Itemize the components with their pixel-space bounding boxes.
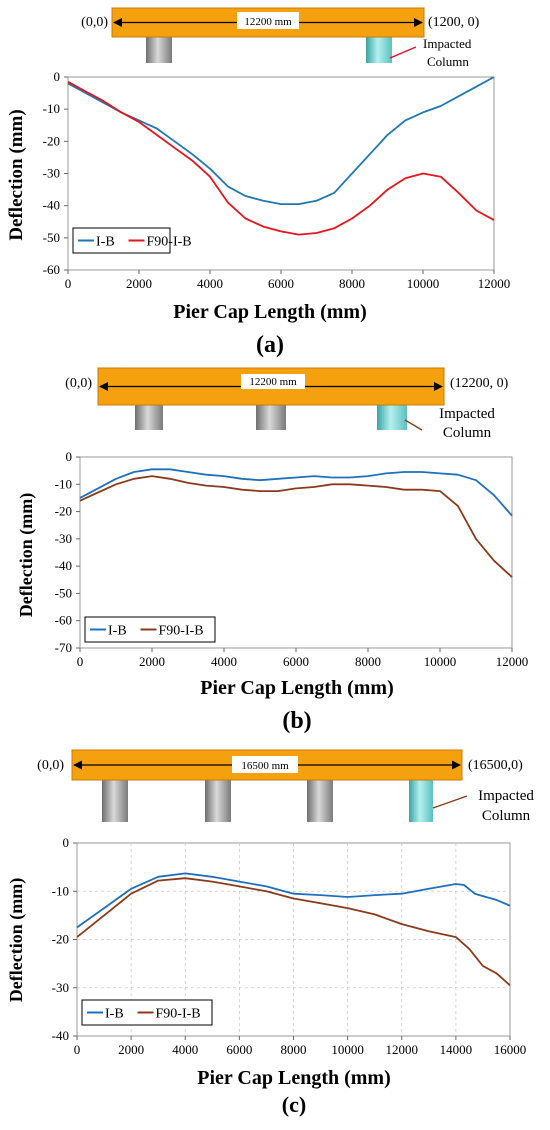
- panel-c-pier-schematic: 16500 mm (0,0) (16500,0) Impacted Column: [37, 750, 534, 824]
- x-tick-label: 16000: [494, 1042, 527, 1057]
- y-tick-label: 0: [54, 69, 61, 84]
- x-tick-label: 2000: [118, 1042, 144, 1057]
- x-tick-label: 6000: [226, 1042, 252, 1057]
- impacted-callout-line: [433, 796, 467, 808]
- y-tick-label: -40: [55, 558, 72, 573]
- impacted-label-line2: Column: [427, 54, 469, 69]
- panel-b-legend: I-B F90-I-B: [85, 617, 215, 642]
- impacted-column: [377, 405, 407, 430]
- x-tick-label: 12000: [386, 1042, 419, 1057]
- impacted-label-line2: Column: [443, 425, 492, 441]
- y-tick-label: -40: [43, 198, 60, 213]
- y-tick-label: -50: [55, 585, 72, 600]
- y-axis-title: Deflection (mm): [6, 109, 27, 240]
- impacted-column: [366, 37, 392, 63]
- x-tick-label: 14000: [440, 1042, 473, 1057]
- end-coordinate-label: (16500,0): [468, 758, 523, 773]
- x-tick-label: 8000: [281, 1042, 307, 1057]
- panel-a-pier-schematic: 12200 mm (0,0) (1200, 0) Impacted Column: [81, 8, 479, 69]
- pier-column-1: [102, 780, 128, 822]
- y-tick-label: -10: [52, 883, 69, 898]
- x-axis-title: Pier Cap Length (mm): [197, 1067, 391, 1089]
- x-tick-label: 8000: [339, 276, 365, 291]
- x-tick-label: 12000: [478, 276, 511, 291]
- impacted-callout-line: [405, 420, 422, 430]
- length-label: 16500 mm: [241, 760, 289, 772]
- length-label: 12200 mm: [249, 376, 297, 388]
- impacted-label-line1: Impacted: [439, 406, 495, 422]
- y-tick-label: -20: [43, 133, 60, 148]
- x-tick-label: 10000: [331, 1042, 364, 1057]
- panel-c-legend: I-B F90-I-B: [82, 1000, 212, 1025]
- x-tick-label: 0: [74, 1042, 81, 1057]
- impacted-callout-line: [390, 47, 416, 58]
- panel-c-group: 16500 mm (0,0) (16500,0) Impacted Column 0 200…: [6, 750, 534, 1117]
- x-tick-label: 4000: [211, 654, 237, 669]
- y-tick-label: -30: [52, 980, 69, 995]
- y-axis-title: Deflection (mm): [16, 493, 37, 617]
- x-tick-label: 6000: [283, 654, 309, 669]
- panel-a-plot: 0 2000 4000 6000 8000 10000 12000 0 -10 -20 -30 -40…: [43, 69, 511, 291]
- impacted-label-line1: Impacted: [478, 788, 534, 804]
- panel-label: (a): [256, 332, 284, 358]
- panel-label: (c): [282, 1092, 306, 1117]
- y-tick-label: -70: [55, 640, 72, 655]
- origin-coordinate-label: (0,0): [81, 15, 108, 30]
- x-tick-label: 2000: [126, 276, 152, 291]
- x-axis-title: Pier Cap Length (mm): [200, 677, 394, 699]
- x-tick-label: 8000: [355, 654, 381, 669]
- x-tick-label: 4000: [197, 276, 223, 291]
- pier-column-1: [135, 405, 163, 430]
- y-tick-label: -20: [55, 504, 72, 519]
- legend-label-f90-i-b: F90-I-B: [159, 624, 204, 639]
- pier-column-3: [307, 780, 333, 822]
- y-tick-label: -50: [43, 230, 60, 245]
- panel-b-group: 12200 mm (0,0) (12200, 0) Impacted Column 0 20…: [16, 368, 528, 734]
- x-tick-label: 0: [77, 654, 84, 669]
- y-tick-label: -30: [43, 166, 60, 181]
- panel-a-group: 12200 mm (0,0) (1200, 0) Impacted Column 0 200…: [6, 8, 510, 358]
- end-coordinate-label: (1200, 0): [428, 15, 480, 30]
- panel-b-pier-schematic: 12200 mm (0,0) (12200, 0) Impacted Column: [65, 368, 508, 441]
- x-tick-label: 6000: [268, 276, 294, 291]
- legend-label-f90-i-b: F90-I-B: [147, 235, 192, 250]
- x-tick-label: 0: [65, 276, 72, 291]
- y-tick-label: 0: [66, 449, 73, 464]
- x-tick-label: 2000: [139, 654, 165, 669]
- pier-column-2: [205, 780, 231, 822]
- y-tick-label: -30: [55, 531, 72, 546]
- origin-coordinate-label: (0,0): [37, 758, 64, 773]
- legend-label-i-b: I-B: [108, 624, 127, 639]
- origin-coordinate-label: (0,0): [65, 376, 92, 391]
- y-axis-title: Deflection (mm): [6, 878, 27, 1002]
- x-tick-label: 12000: [496, 654, 529, 669]
- y-tick-label: -10: [55, 476, 72, 491]
- pier-column-1: [146, 37, 172, 63]
- legend-label-i-b: I-B: [96, 235, 115, 250]
- y-tick-label: -20: [52, 932, 69, 947]
- x-tick-label: 10000: [424, 654, 457, 669]
- impacted-column: [409, 780, 433, 822]
- y-tick-label: -60: [55, 613, 72, 628]
- x-tick-label: 4000: [172, 1042, 198, 1057]
- impacted-label-line2: Column: [482, 808, 531, 824]
- legend-label-f90-i-b: F90-I-B: [156, 1007, 201, 1022]
- y-tick-label: -40: [52, 1028, 69, 1043]
- x-tick-label: 10000: [407, 276, 440, 291]
- y-tick-label: -60: [43, 262, 60, 277]
- length-label: 12200 mm: [244, 16, 292, 28]
- legend-label-i-b: I-B: [105, 1007, 124, 1022]
- x-axis-title: Pier Cap Length (mm): [173, 301, 367, 323]
- y-tick-label: 0: [63, 835, 70, 850]
- impacted-label-line1: Impacted: [423, 36, 472, 51]
- end-coordinate-label: (12200, 0): [450, 376, 509, 391]
- pier-column-2: [256, 405, 286, 430]
- y-tick-label: -10: [43, 101, 60, 116]
- panel-label: (b): [282, 708, 311, 734]
